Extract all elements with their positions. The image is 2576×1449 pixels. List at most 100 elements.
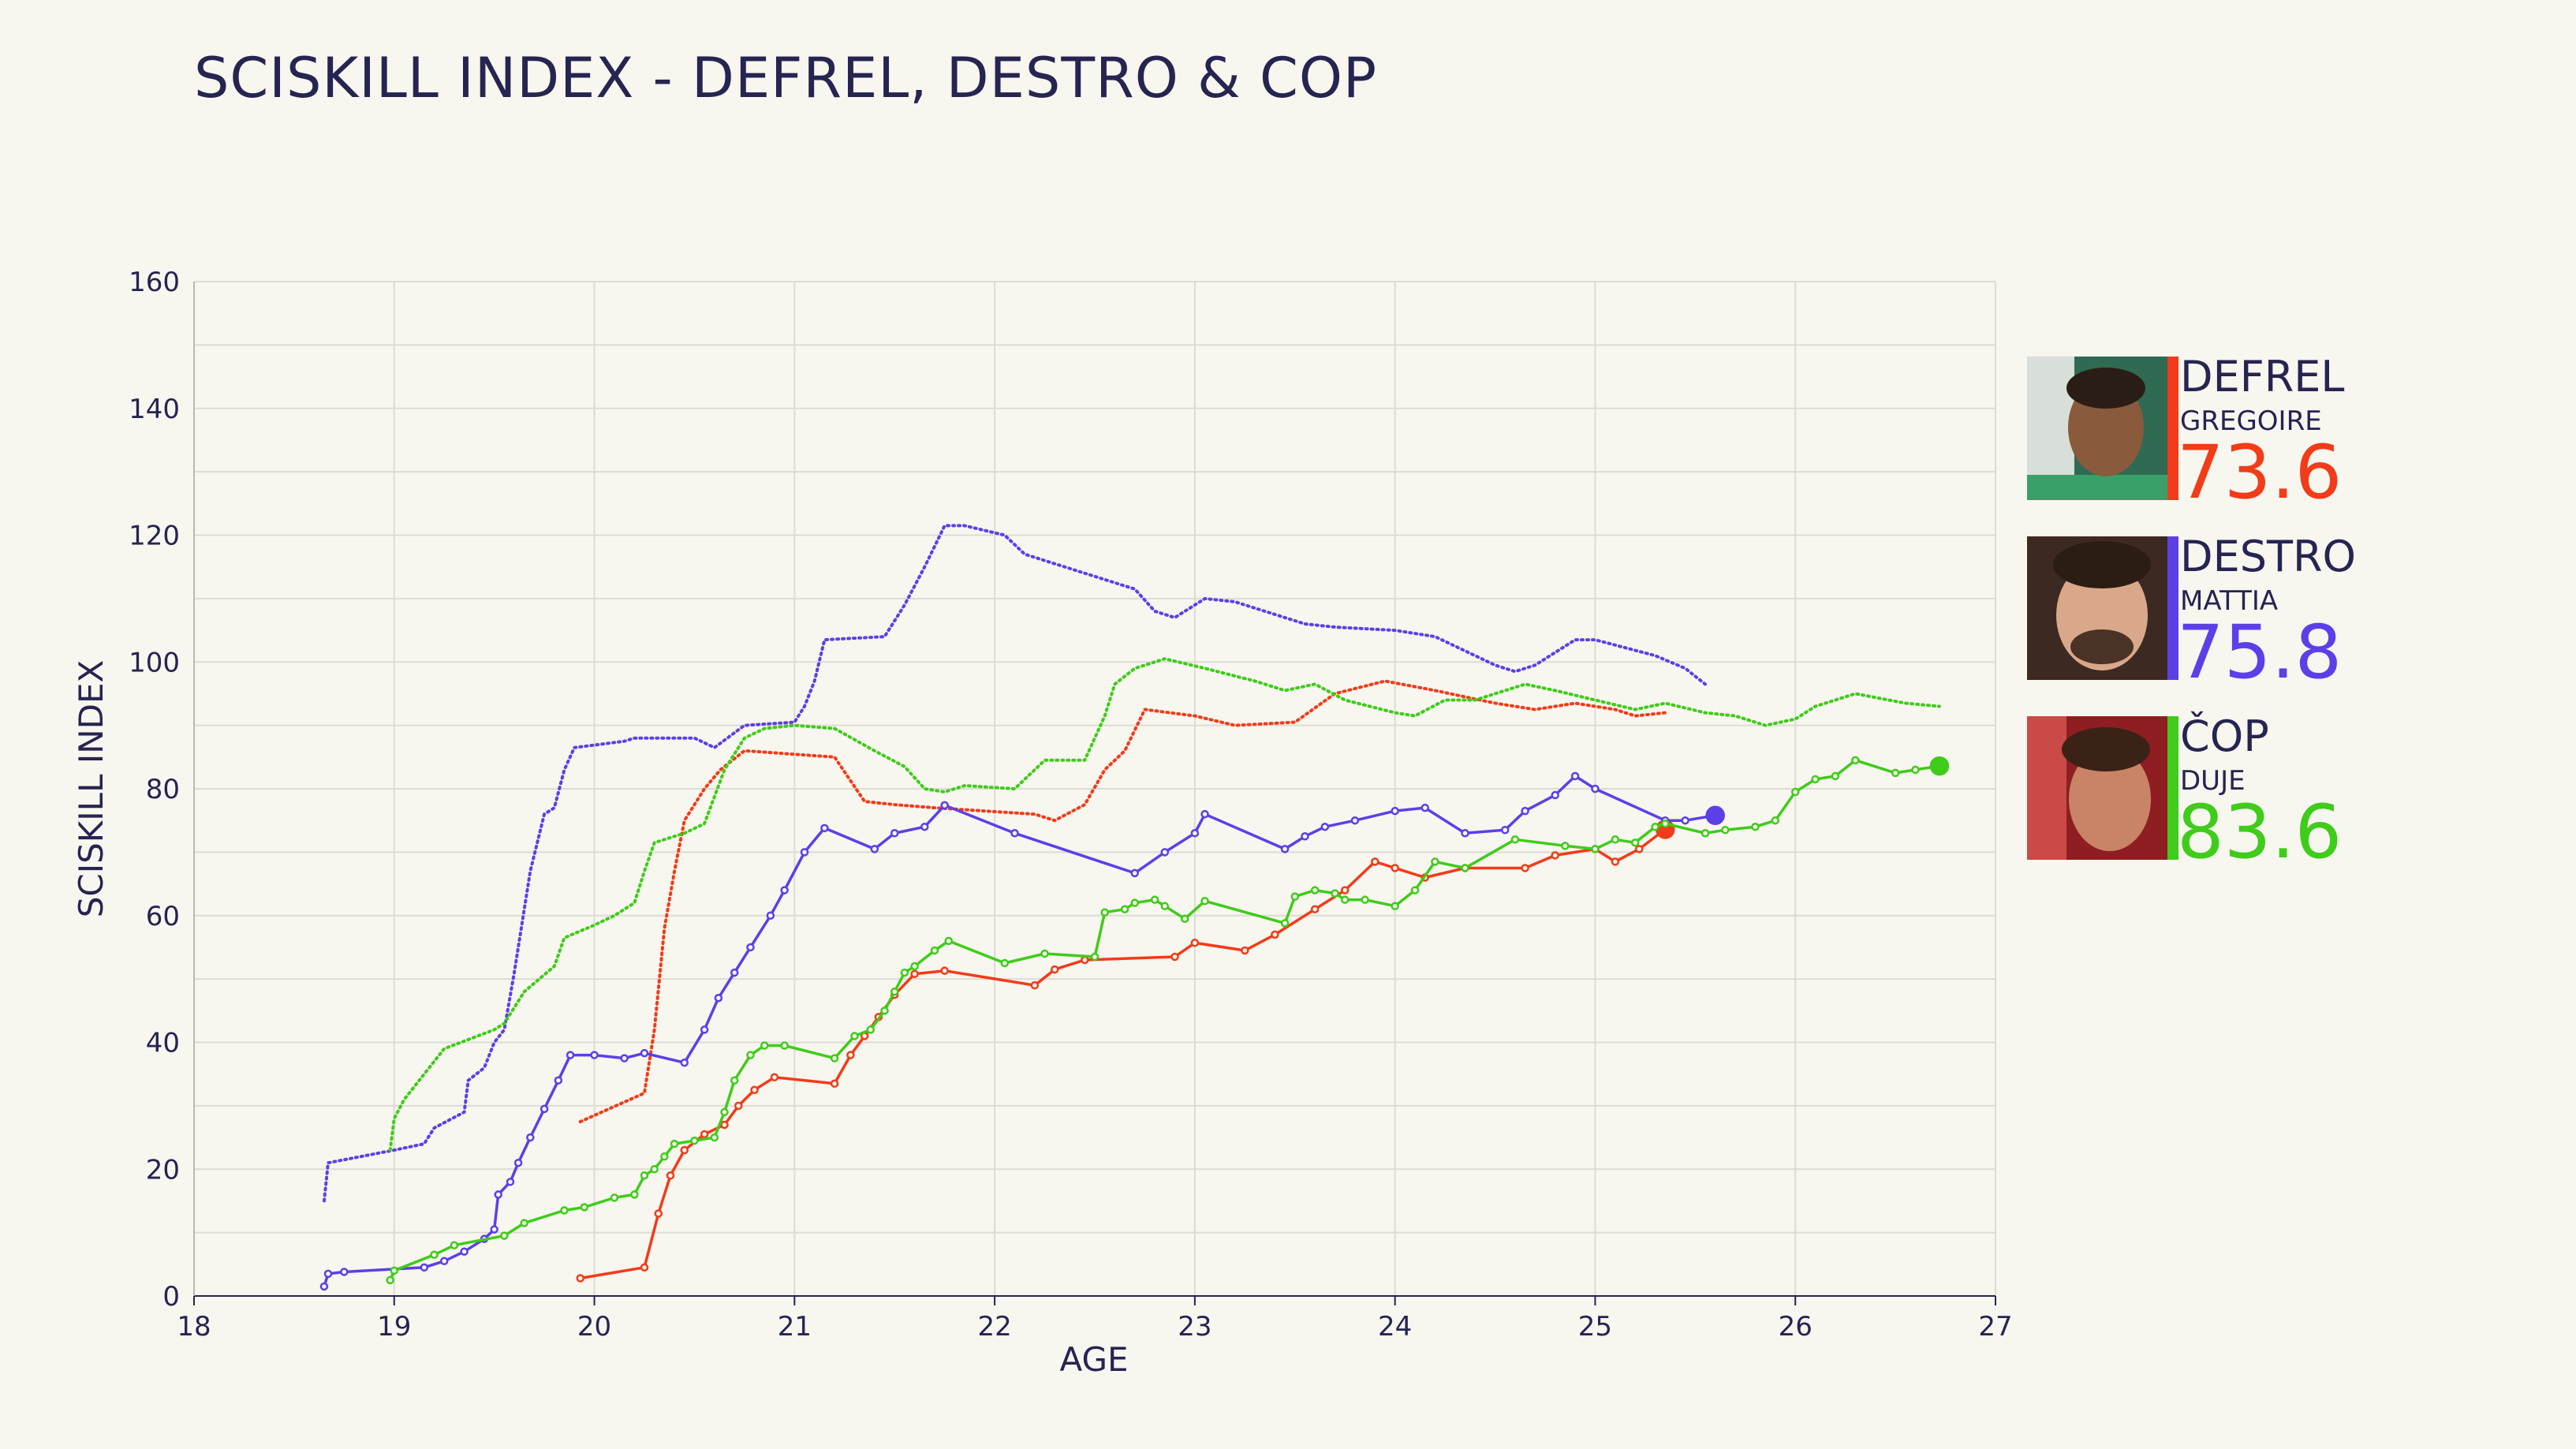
series-point [1771, 816, 1780, 825]
series-point [640, 1263, 649, 1272]
series-point [1100, 908, 1109, 917]
series-point [1570, 771, 1580, 781]
x-tick-label: 20 [577, 1311, 611, 1343]
series-defrel [576, 820, 1675, 1283]
series-point [830, 1079, 839, 1088]
series-point [650, 1165, 659, 1174]
series-point [920, 822, 929, 831]
series-point [1310, 905, 1320, 913]
series-point [610, 1193, 619, 1202]
series-point [450, 1241, 459, 1249]
y-tick-label: 80 [146, 774, 180, 805]
series-point [1391, 902, 1399, 910]
series-destro [319, 771, 1725, 1291]
y-tick-label: 100 [129, 647, 180, 678]
series-point [900, 968, 909, 977]
y-tick-label: 140 [129, 394, 180, 425]
series-point [420, 1263, 429, 1272]
series-point [820, 823, 829, 833]
series-point [690, 1136, 699, 1145]
series-layer [319, 524, 1950, 1291]
series-point [560, 1206, 569, 1215]
series-point [323, 1269, 333, 1279]
series-point [386, 1275, 394, 1285]
series-point [944, 936, 953, 946]
chart-title: SCISKILL INDEX - DEFREL, DESTRO & COP [194, 46, 1378, 110]
series-point [910, 962, 919, 971]
series-point [1510, 835, 1520, 844]
series-point [1280, 845, 1290, 853]
series-point [513, 1158, 523, 1167]
series-point [439, 1257, 449, 1266]
series-point [1331, 889, 1339, 898]
series-point [539, 1104, 549, 1114]
series-point [880, 1006, 889, 1015]
series-point [780, 886, 789, 894]
series-point [746, 1051, 755, 1059]
axes: 18 19 20 21 22 23 24 25 26 27 0 20 40 60 80 100 120 140 16… [129, 267, 2013, 1343]
legend-color-bar [2167, 357, 2178, 500]
series-point [750, 1085, 759, 1095]
series-line [388, 759, 1941, 1282]
legend-value: 73.6 [2177, 430, 2343, 516]
series-point [1160, 848, 1170, 857]
series-point [1350, 816, 1360, 825]
series-point [1661, 819, 1670, 828]
y-tick-label: 160 [129, 267, 180, 298]
series-point [800, 848, 809, 857]
x-tick-label: 18 [177, 1311, 211, 1343]
series-point [850, 1032, 859, 1040]
series-point [580, 1203, 589, 1212]
series-point [1120, 905, 1129, 913]
series-point [1421, 803, 1429, 812]
series-point [870, 845, 879, 853]
series-point [640, 1171, 649, 1180]
x-tick-label: 19 [377, 1311, 411, 1343]
series-point [1301, 832, 1309, 841]
x-tick-label: 24 [1378, 1311, 1412, 1343]
series-point [1010, 829, 1019, 838]
series-point [1651, 822, 1659, 831]
series-point [760, 1041, 769, 1050]
series-point [1551, 790, 1559, 800]
y-tick-label: 40 [146, 1028, 180, 1059]
series-point [714, 993, 723, 1003]
series-point [700, 1130, 709, 1139]
series-point [1611, 835, 1620, 844]
series-point [866, 1025, 875, 1034]
series-point [1681, 816, 1689, 825]
series-point [1551, 851, 1559, 860]
series-point [526, 1133, 535, 1142]
series-point [554, 1076, 563, 1085]
legend-surname: DEFREL [2180, 352, 2345, 401]
legend-firstname: MATTIA [2180, 585, 2279, 617]
series-point [430, 1250, 439, 1260]
series-point [1170, 952, 1179, 962]
series-point [1271, 930, 1279, 939]
y-tick-label: 0 [162, 1281, 180, 1313]
y-axis-label: SCISKILL INDEX [72, 660, 110, 918]
series-point [1500, 825, 1510, 835]
series-point [666, 1171, 675, 1180]
series-point [780, 1041, 789, 1050]
series-point [1561, 842, 1570, 850]
series-point [1891, 768, 1900, 778]
y-tick-label: 20 [146, 1154, 180, 1186]
series-point [1811, 775, 1820, 784]
series-point [1200, 809, 1209, 819]
series-point [1030, 980, 1040, 990]
series-point [770, 1073, 779, 1081]
series-line [579, 827, 1667, 1280]
series-point [640, 1048, 649, 1058]
series-point [746, 943, 755, 952]
series-point [654, 1209, 663, 1218]
series-point [720, 1107, 729, 1117]
series-point [700, 1025, 709, 1034]
series-point [576, 1274, 585, 1283]
series-point [1310, 886, 1320, 894]
legend-color-bar [2167, 716, 2178, 860]
series-line [388, 657, 1941, 1152]
series-point [1320, 822, 1330, 831]
series-point [680, 1058, 689, 1067]
series-point [730, 1076, 739, 1085]
